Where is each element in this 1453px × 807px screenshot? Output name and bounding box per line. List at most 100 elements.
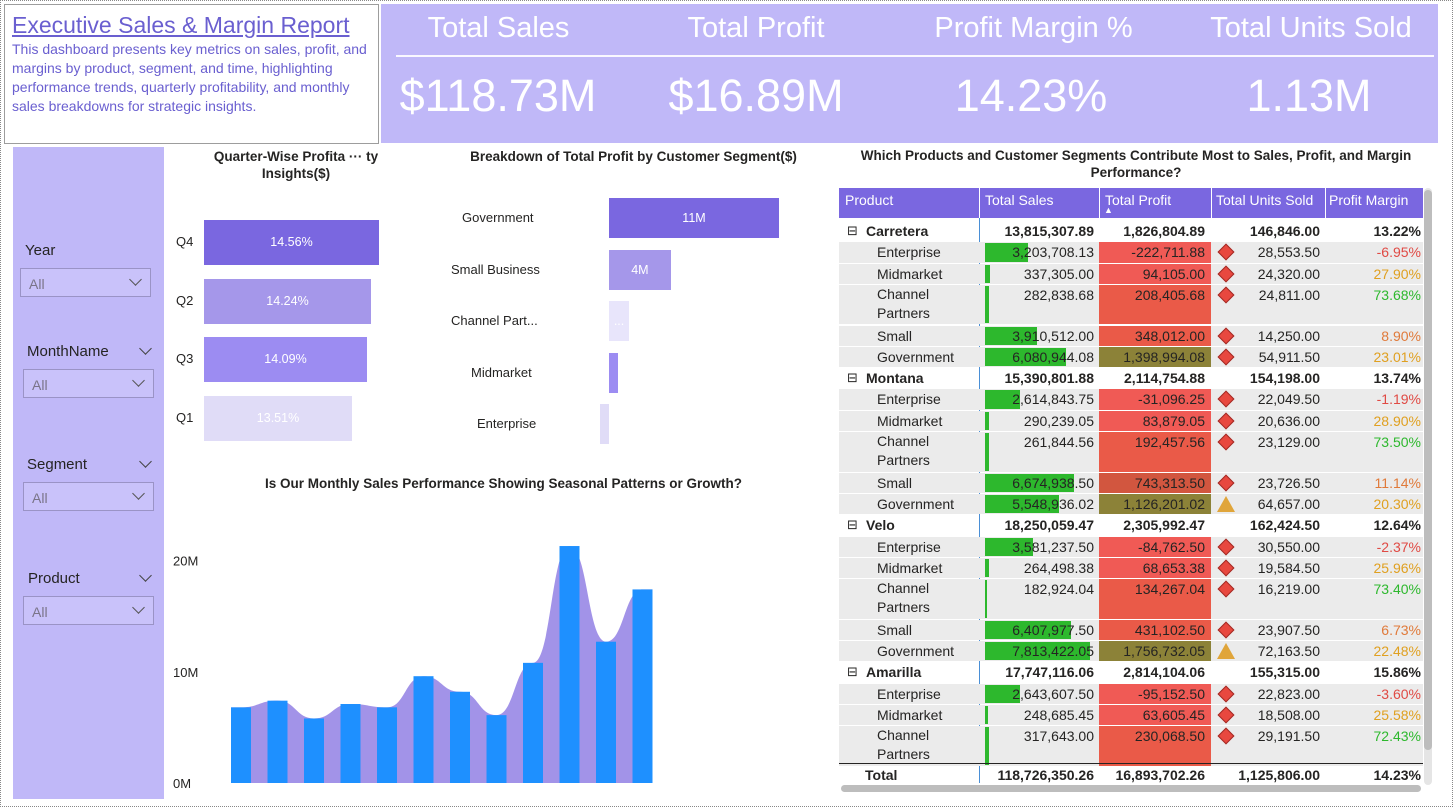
segment-profit: 743,313.50 [1134, 474, 1205, 491]
segment-profit: 431,102.50 [1134, 621, 1205, 638]
month-slicer-value: All [32, 377, 48, 393]
monthly-sales-bar[interactable] [486, 715, 507, 783]
sales-data-bar [985, 684, 1021, 703]
scrollbar-thumb[interactable] [1424, 190, 1432, 750]
segment-bar[interactable]: 4M [609, 249, 671, 290]
segment-sales: 282,838.68 [1023, 286, 1094, 303]
segment-label: Enterprise [877, 685, 941, 702]
table-column-header[interactable]: Product [845, 192, 894, 208]
collapse-icon[interactable]: ⊟ [847, 370, 858, 386]
title-card: Executive Sales & Margin Report This das… [4, 4, 379, 144]
segment-margin: -2.37% [1376, 538, 1421, 555]
segment-bar[interactable] [609, 352, 619, 393]
segment-bar[interactable]: ... [609, 301, 630, 341]
profit-heat-cell [1099, 726, 1211, 766]
segment-margin: 28.90% [1373, 412, 1421, 429]
kpi-value-total-sales: $118.73M [399, 70, 597, 121]
kpi-label-total-units: Total Units Sold [1210, 12, 1412, 44]
table-column-header[interactable]: Total Units Sold [1216, 192, 1314, 208]
product-group-label[interactable]: Carretera [866, 223, 929, 239]
monthly-y-tick-label: 20M [173, 554, 198, 569]
segment-label: Government [877, 348, 955, 365]
table-vertical-scrollbar[interactable] [1424, 188, 1432, 785]
quarter-bar[interactable]: 14.24% [204, 278, 371, 324]
sales-data-bar [985, 558, 989, 578]
quarter-bar[interactable]: 14.09% [204, 337, 367, 382]
table-column-header[interactable]: Total Sales [985, 192, 1054, 208]
chevron-down-icon[interactable] [139, 569, 152, 582]
chevron-down-icon[interactable] [139, 455, 152, 468]
table-horizontal-scrollbar[interactable] [841, 785, 1421, 792]
profit-heat-cell [1099, 432, 1211, 472]
segment-sales: 3,581,237.50 [1012, 538, 1094, 555]
total-profit: 16,893,702.26 [1115, 767, 1205, 783]
segment-units: 54,911.50 [1258, 348, 1320, 365]
sales-data-bar [985, 243, 1028, 262]
kpi-divider [396, 55, 1434, 57]
segment-slicer-dropdown[interactable]: All [23, 482, 154, 511]
segment-profit: 348,012.00 [1134, 327, 1205, 344]
monthly-sales-bar[interactable] [377, 707, 397, 783]
kpi-value-total-profit: $16.89M [668, 70, 844, 121]
segment-profit: 1,126,201.02 [1123, 495, 1205, 512]
group-sales: 18,250,059.47 [1004, 517, 1094, 534]
segment-label: Channel Partners [877, 433, 930, 468]
product-slicer-dropdown[interactable]: All [23, 596, 154, 625]
product-group-label[interactable]: Amarilla [866, 664, 922, 681]
product-group-label[interactable]: Velo [866, 517, 895, 534]
table-column-header[interactable]: Total Profit [1105, 192, 1172, 208]
sales-data-bar [985, 494, 1060, 514]
segment-margin: 6.73% [1381, 621, 1421, 638]
group-profit: 2,814,104.06 [1123, 664, 1205, 681]
product-group-label[interactable]: Montana [866, 370, 924, 387]
monthly-sales-bar[interactable] [450, 691, 470, 783]
monthly-sales-bar[interactable] [267, 700, 288, 783]
segment-profit: 208,405.68 [1134, 286, 1205, 303]
segment-units: 64,657.00 [1257, 495, 1320, 512]
segment-units: 16,219.00 [1257, 581, 1320, 598]
monthly-sales-bar[interactable] [596, 641, 616, 783]
segment-units: 29,191.50 [1257, 728, 1320, 745]
monthly-sales-bar[interactable] [559, 546, 580, 783]
year-slicer-dropdown[interactable]: All [20, 268, 151, 297]
group-margin: 12.64% [1373, 517, 1421, 534]
group-sales: 13,815,307.89 [1004, 223, 1094, 239]
collapse-icon[interactable]: ⊟ [847, 664, 858, 680]
segment-bar[interactable]: 11M [609, 198, 779, 238]
quarter-bar[interactable]: 13.51% [204, 395, 352, 441]
monthly-sales-bar[interactable] [304, 718, 324, 783]
group-profit: 1,826,804.89 [1123, 223, 1205, 239]
monthly-sales-bar[interactable] [231, 707, 251, 783]
segment-slicer-value: All [32, 490, 48, 506]
collapse-icon[interactable]: ⊟ [847, 223, 858, 238]
chevron-down-icon [132, 601, 145, 614]
table-column-header[interactable]: Profit Margin [1329, 192, 1409, 208]
monthly-sales-bar[interactable] [340, 704, 361, 783]
segment-bar[interactable] [600, 404, 609, 444]
collapse-icon[interactable]: ⊟ [847, 517, 858, 533]
monthly-sales-chart[interactable]: 20M 10M 0M [166, 496, 826, 796]
segment-units: 22,823.00 [1257, 685, 1320, 702]
sort-ascending-icon[interactable]: ▲ [1104, 205, 1113, 215]
monthly-sales-bar[interactable] [523, 662, 543, 783]
group-units: 154,198.00 [1249, 370, 1320, 387]
segment-margin: 8.90% [1381, 327, 1421, 344]
sales-data-bar [985, 580, 988, 618]
chevron-down-icon [129, 273, 142, 286]
segment-profit: 83,879.05 [1142, 412, 1205, 429]
warning-triangle-icon [1217, 495, 1235, 512]
quarter-bar-label: 13.51% [256, 410, 300, 425]
sales-data-bar [985, 390, 1020, 409]
segment-sales: 2,614,843.75 [1012, 391, 1094, 408]
monthly-sales-bar[interactable] [632, 589, 653, 783]
sales-data-bar [985, 285, 989, 324]
month-slicer-dropdown[interactable]: All [23, 369, 154, 398]
chevron-down-icon[interactable] [139, 342, 152, 355]
monthly-sales-bar[interactable] [413, 676, 434, 783]
group-units: 146,846.00 [1249, 223, 1320, 239]
segment-label: Small [877, 327, 913, 344]
quarter-bar[interactable]: 14.56% [204, 220, 379, 265]
segment-label: Midmarket [877, 265, 943, 282]
product-segment-matrix: Product Total Sales Total Profit Total Unit… [839, 188, 1423, 788]
report-title-link[interactable]: Executive Sales & Margin Report [12, 12, 350, 38]
